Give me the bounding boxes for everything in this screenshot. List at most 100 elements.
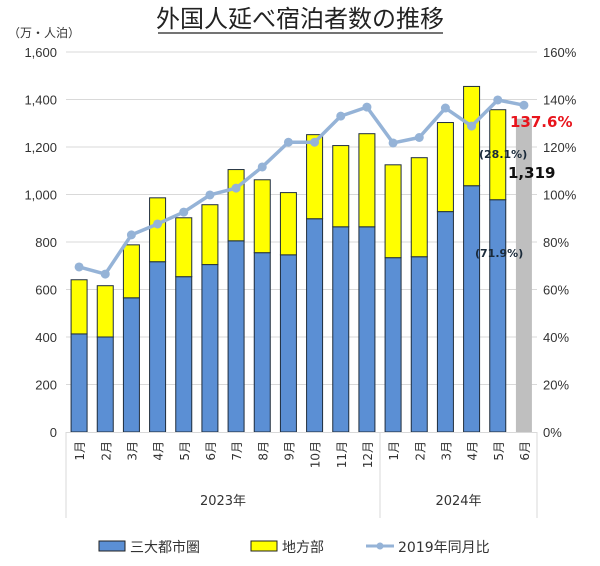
x-axis: 1月 2月 3月 4月 5月 6月 7月 8月 9月 10月 11月 12月 1月 2月 3月 4月 5月 6月 2… <box>65 432 538 518</box>
chart-title: 外国人延べ宿泊者数の推移 <box>156 5 444 33</box>
ratio-point <box>310 137 320 147</box>
y-tick-label: 1,000 <box>24 188 57 203</box>
bar-metro <box>149 261 167 433</box>
x-tick-label: 3月 <box>125 441 139 461</box>
x-tick-label: 1月 <box>387 441 401 461</box>
bars <box>70 85 532 433</box>
legend-item-metro[interactable]: 三大都市圏 <box>98 539 200 556</box>
ratio-line-path <box>78 98 525 276</box>
x-tick-label: 12月 <box>361 441 375 468</box>
x-tick-label: 1月 <box>73 441 87 461</box>
ratio-point <box>283 137 293 147</box>
bar-regional <box>96 285 114 338</box>
y2-tick-label: 20% <box>543 378 569 393</box>
ratio-point <box>257 162 267 172</box>
bar-metro <box>175 276 193 433</box>
ratio-point <box>414 133 424 142</box>
bar-metro <box>463 185 481 433</box>
legend-item-ratio[interactable]: 2019年同月比 <box>366 540 490 556</box>
bar-regional <box>358 133 376 228</box>
bar-metro <box>410 256 428 433</box>
y-tick-label: 1,600 <box>24 45 57 60</box>
x-tick-label: 7月 <box>230 441 244 461</box>
bar-metro <box>227 240 245 433</box>
y-tick-label: 0 <box>50 425 57 440</box>
ratio-point <box>519 100 529 110</box>
bar-regional <box>253 179 271 254</box>
y-tick-label: 600 <box>35 283 57 298</box>
ratio-point <box>153 219 163 229</box>
bar-metro <box>436 211 454 433</box>
x-tick-label: 6月 <box>204 441 218 461</box>
y-tick-label: 1,200 <box>24 140 57 155</box>
bar-regional <box>122 244 140 299</box>
y-axis-ticks: 0 200 400 600 800 1,000 1,200 1,400 1,600 <box>24 45 57 440</box>
annotation-june-ratio: 137.6% <box>510 113 572 131</box>
bar-metro <box>384 257 402 433</box>
y2-axis-ticks: 0% 20% 40% 60% 80% 100% 120% 140% 160% <box>543 45 577 440</box>
bar-regional <box>463 85 481 187</box>
x-tick-label: 4月 <box>466 441 480 461</box>
y-tick-label: 200 <box>35 378 57 393</box>
gridlines <box>66 51 537 385</box>
x-tick-label: 2月 <box>99 441 113 461</box>
x-group-label: 2024年 <box>435 494 481 509</box>
y2-tick-label: 80% <box>543 235 569 250</box>
legend-swatch-regional <box>250 540 278 552</box>
bar-metro <box>279 254 297 433</box>
ratio-point <box>440 103 450 113</box>
bar-metro <box>253 252 271 433</box>
bar-regional <box>489 109 507 201</box>
x-tick-label: 8月 <box>256 441 270 461</box>
bar-regional <box>384 164 402 259</box>
y2-tick-label: 0% <box>543 425 562 440</box>
ratio-point <box>179 207 189 217</box>
y2-tick-label: 120% <box>543 140 577 155</box>
ratio-point <box>362 102 372 112</box>
x-tick-label: 5月 <box>492 441 506 461</box>
legend-label-metro: 三大都市圏 <box>130 539 200 556</box>
ratio-point <box>126 230 136 240</box>
x-tick-label: 11月 <box>335 441 349 468</box>
ratio-point <box>336 111 346 121</box>
bar-metro <box>122 297 140 433</box>
annotation-june-total: 1,319 <box>508 164 555 182</box>
legend-label-ratio: 2019年同月比 <box>398 540 490 556</box>
legend-item-regional[interactable]: 地方部 <box>250 540 324 556</box>
x-tick-label: 10月 <box>309 441 323 468</box>
y2-tick-label: 100% <box>543 188 577 203</box>
bar-june-total <box>515 118 532 433</box>
x-tick-label: 4月 <box>152 441 166 461</box>
y-tick-label: 1,400 <box>24 93 57 108</box>
x-tick-label: 3月 <box>439 441 453 461</box>
legend: 三大都市圏 地方部 2019年同月比 <box>98 539 490 556</box>
legend-swatch-metro <box>98 540 126 552</box>
bar-regional <box>201 204 219 266</box>
y-tick-label: 800 <box>35 235 57 250</box>
x-tick-label: 6月 <box>518 441 532 461</box>
y2-tick-label: 140% <box>543 93 577 108</box>
bar-regional <box>175 217 193 278</box>
bar-regional <box>70 279 88 335</box>
annotation-may-regional-share: (28.1%) <box>479 148 527 161</box>
bar-regional <box>227 169 245 242</box>
bar-regional <box>306 134 324 220</box>
x-group-label: 2023年 <box>200 494 246 509</box>
bar-metro <box>306 218 324 433</box>
bar-regional <box>279 192 297 256</box>
x-tick-label: 2月 <box>413 441 427 461</box>
annotation-may-metro-share: (71.9%) <box>475 247 523 260</box>
x-tick-label: 9月 <box>282 441 296 461</box>
ratio-point <box>388 138 398 148</box>
bar-regional <box>410 157 428 258</box>
bar-metro <box>332 226 350 433</box>
bar-regional <box>332 145 350 228</box>
y2-tick-label: 40% <box>543 330 569 345</box>
bar-metro <box>201 264 219 433</box>
ratio-point <box>205 190 215 200</box>
legend-label-regional: 地方部 <box>282 540 324 556</box>
bar-metro <box>96 336 114 433</box>
ratio-point <box>467 121 477 131</box>
y2-tick-label: 60% <box>543 283 569 298</box>
